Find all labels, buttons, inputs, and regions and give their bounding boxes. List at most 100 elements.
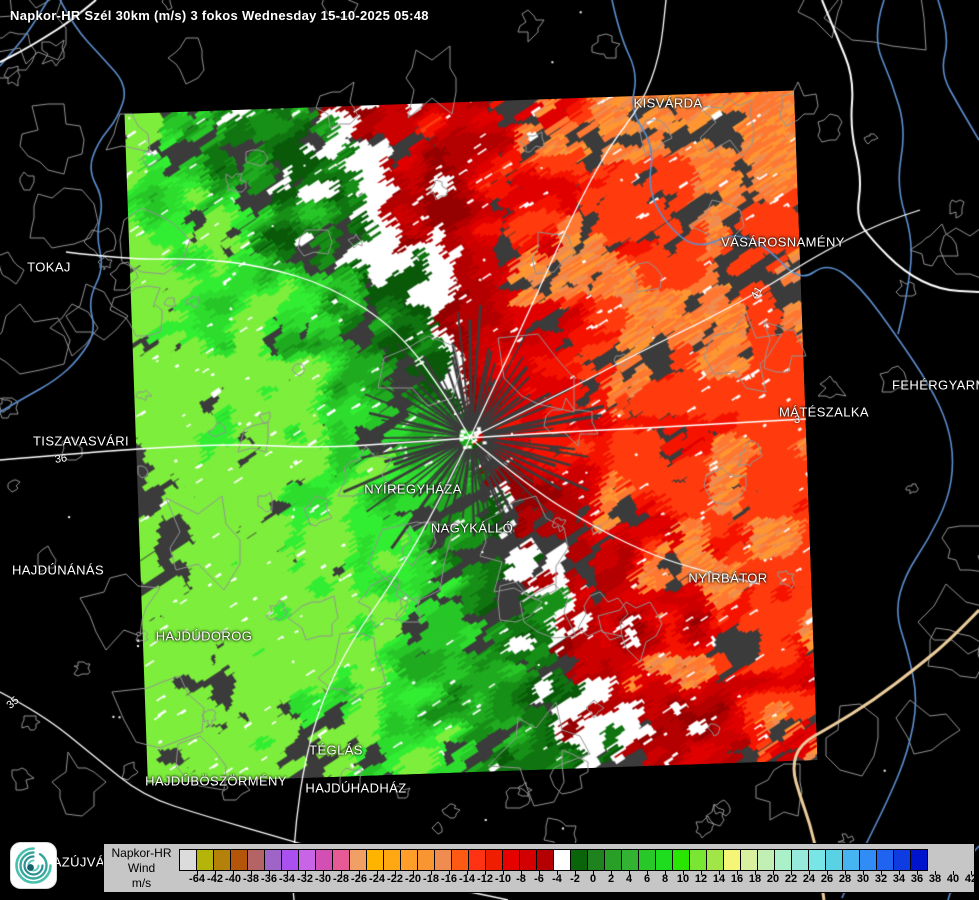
legend-color-cell <box>451 849 469 871</box>
legend-tick-value: -8 <box>516 873 526 885</box>
legend-tick-value: 20 <box>766 873 780 885</box>
legend-color-cell <box>570 849 588 871</box>
legend-color-cell <box>383 849 401 871</box>
legend-tick <box>341 871 342 875</box>
legend-tick <box>719 871 720 875</box>
legend-tick-value: 12 <box>694 873 708 885</box>
legend-tick-value: -26 <box>351 873 367 885</box>
legend-color-cell <box>213 849 231 871</box>
legend-tick <box>305 871 306 875</box>
legend-tick-value: -18 <box>423 873 439 885</box>
legend-tick-value: 16 <box>730 873 744 885</box>
legend-tick-value: -30 <box>315 873 331 885</box>
legend-colorbar <box>179 849 928 871</box>
legend-tick-value: -32 <box>297 873 313 885</box>
legend-tick-value: -42 <box>207 873 223 885</box>
legend-color-cell <box>655 849 673 871</box>
legend-tick-value: -10 <box>495 873 511 885</box>
legend-tick-value: 4 <box>625 873 633 885</box>
legend-tick-value: -22 <box>387 873 403 885</box>
legend-tick-value: -2 <box>570 873 580 885</box>
legend-color-cell <box>434 849 452 871</box>
legend-color-cell <box>264 849 282 871</box>
legend-color-cell <box>757 849 775 871</box>
legend-unit-label: m/s <box>131 876 152 890</box>
legend-tick <box>539 871 540 875</box>
legend-tick-value: -4 <box>552 873 562 885</box>
legend-color-cell <box>519 849 537 871</box>
legend-tick-value: 14 <box>712 873 726 885</box>
legend-color-cell <box>621 849 639 871</box>
legend-color-cell <box>179 849 197 871</box>
legend-tick-value: 18 <box>748 873 762 885</box>
radar-echo-canvas <box>124 90 818 784</box>
legend-field-label: Wind <box>127 861 156 875</box>
legend-tick <box>917 871 918 875</box>
legend-color-cell <box>298 849 316 871</box>
legend-tick <box>935 871 936 875</box>
legend-tick <box>431 871 432 875</box>
legend-tick-value: 32 <box>874 873 888 885</box>
legend-tick <box>449 871 450 875</box>
legend-tick <box>413 871 414 875</box>
legend-color-cell <box>876 849 894 871</box>
legend-tick-value: -64 <box>189 873 205 885</box>
legend-tick <box>647 871 648 875</box>
legend-tick <box>467 871 468 875</box>
legend-color-cell <box>587 849 605 871</box>
legend-tick <box>773 871 774 875</box>
color-scale-legend: Napkor-HR Wind m/s -64 -42 -40 -38 -36 -34 -32… <box>103 843 978 893</box>
legend-tick <box>665 871 666 875</box>
legend-tick-value: 26 <box>820 873 834 885</box>
legend-tick-value: 34 <box>892 873 906 885</box>
legend-tick <box>287 871 288 875</box>
legend-color-cell <box>706 849 724 871</box>
city-label: HAJDÚNÁNÁS <box>11 562 105 578</box>
legend-tick <box>953 871 954 875</box>
legend-tick <box>683 871 684 875</box>
legend-color-cell <box>281 849 299 871</box>
legend-color-cell <box>808 849 826 871</box>
legend-tick <box>629 871 630 875</box>
legend-color-cell <box>774 849 792 871</box>
legend-tick <box>359 871 360 875</box>
legend-tick <box>863 871 864 875</box>
legend-tick-value: 6 <box>643 873 651 885</box>
legend-tick-value: 36 <box>910 873 924 885</box>
legend-tick <box>215 871 216 875</box>
legend-tick <box>269 871 270 875</box>
legend-tick-value: 42 <box>964 873 978 885</box>
legend-color-cell <box>230 849 248 871</box>
legend-color-cell <box>417 849 435 871</box>
legend-tick-value: 2 <box>607 873 615 885</box>
legend-tick <box>827 871 828 875</box>
legend-color-cell <box>791 849 809 871</box>
legend-color-cell <box>638 849 656 871</box>
legend-tick <box>485 871 486 875</box>
legend-tick <box>737 871 738 875</box>
legend-tick-value: 38 <box>928 873 942 885</box>
legend-color-cell <box>893 849 911 871</box>
city-label: FEHÉRGYARMAT <box>892 377 979 393</box>
legend-tick <box>701 871 702 875</box>
legend-tick-value: 30 <box>856 873 870 885</box>
legend-color-cell <box>859 849 877 871</box>
legend-tick <box>251 871 252 875</box>
legend-tick <box>233 871 234 875</box>
legend-header: Napkor-HR Wind m/s <box>104 846 179 891</box>
legend-color-cell <box>315 849 333 871</box>
legend-tick <box>557 871 558 875</box>
legend-tick <box>323 871 324 875</box>
legend-tick <box>899 871 900 875</box>
legend-tick <box>377 871 378 875</box>
legend-color-cell <box>604 849 622 871</box>
legend-tick <box>197 871 198 875</box>
city-label: TISZAVASVÁRI <box>32 433 130 449</box>
cyclone-eye <box>27 864 34 871</box>
legend-tick-value: -34 <box>279 873 295 885</box>
legend-tick-value: -14 <box>459 873 475 885</box>
road-number-label: 36 <box>54 452 68 466</box>
legend-tick-value: -36 <box>261 873 277 885</box>
legend-color-cell <box>910 849 928 871</box>
legend-color-cell <box>349 849 367 871</box>
